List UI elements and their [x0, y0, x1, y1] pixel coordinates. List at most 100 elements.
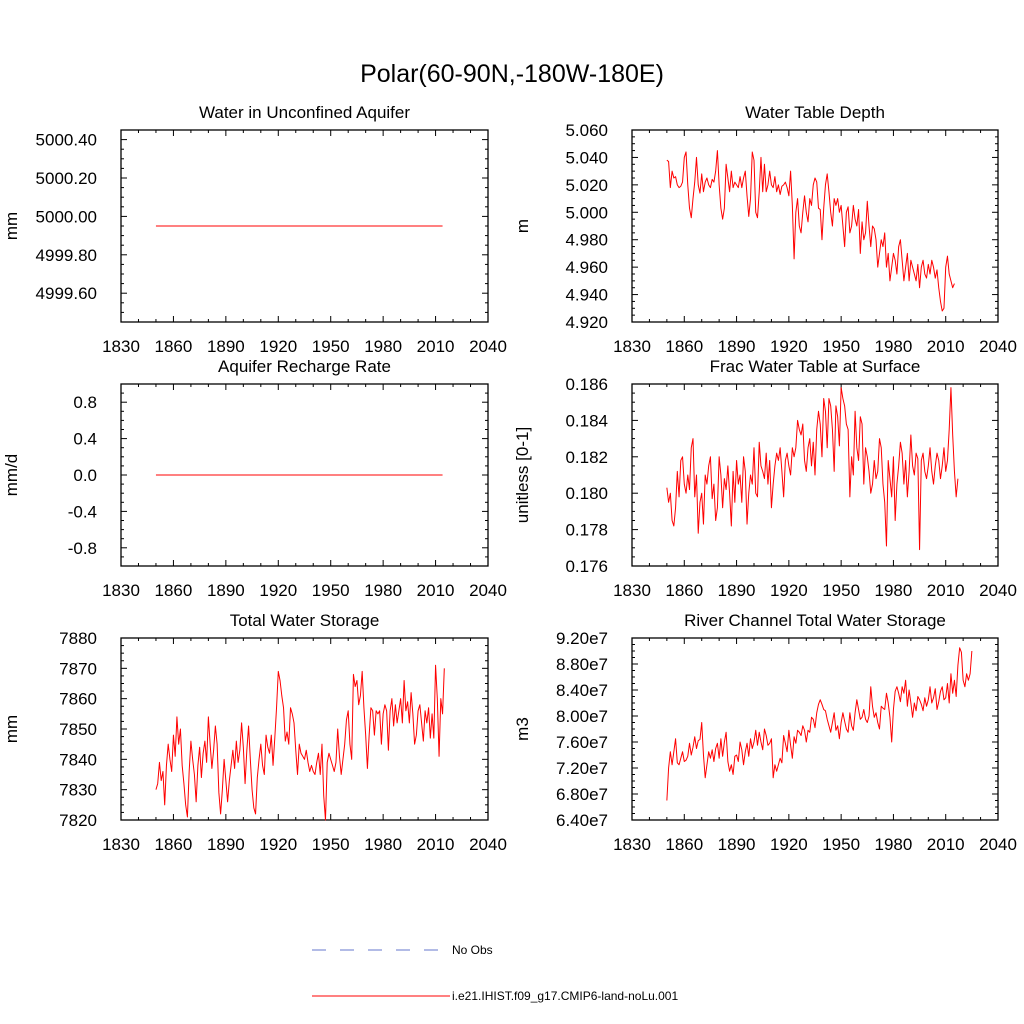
x-tick-label: 2010 [417, 581, 455, 600]
y-tick-label: 7.60e7 [556, 733, 608, 752]
x-tick-label: 1950 [822, 835, 860, 854]
y-axis-label: mm [2, 212, 21, 240]
chart-panel: Frac Water Table at Surface 1830 1860 1890 1… [513, 357, 1017, 600]
x-tick-label: 1980 [364, 835, 402, 854]
y-tick-label: 5.020 [565, 176, 608, 195]
x-tick-label: 1830 [613, 835, 651, 854]
x-tick-label: 1860 [665, 337, 703, 356]
y-tick-label: 7830 [59, 781, 97, 800]
y-tick-label: 8.00e7 [556, 707, 608, 726]
y-tick-label: 7860 [59, 690, 97, 709]
y-axis-label: mm/d [2, 454, 21, 497]
x-tick-label: 1890 [718, 835, 756, 854]
y-tick-label: 8.80e7 [556, 655, 608, 674]
y-axis-label: unitless [0-1] [513, 427, 532, 523]
chart-panels: Water in Unconfined Aquifer 1830 1860 1890 1… [2, 103, 1017, 854]
chart-panel: Total Water Storage 1830 1860 1890 1920 1950 1… [2, 611, 507, 854]
y-tick-label: 7840 [59, 750, 97, 769]
y-tick-label: 7880 [59, 629, 97, 648]
x-tick-label: 2010 [927, 835, 965, 854]
x-tick-label: 1920 [259, 835, 297, 854]
x-tick-label: 1980 [875, 581, 913, 600]
x-tick-label: 1890 [207, 835, 245, 854]
y-tick-label: 0.186 [565, 375, 608, 394]
y-tick-label: 0.176 [565, 557, 608, 576]
y-tick-label: 5.040 [565, 148, 608, 167]
y-axis-label: mm [2, 715, 21, 743]
panel-title: Water Table Depth [745, 103, 885, 122]
x-tick-label: 1980 [875, 337, 913, 356]
x-tick-label: 1890 [207, 337, 245, 356]
y-tick-label: 0.0 [73, 466, 97, 485]
legend: No Obs i.e21.IHIST.f09_g17.CMIP6-land-noL… [312, 943, 678, 1003]
x-tick-label: 1920 [259, 337, 297, 356]
chart-panel: Water Table Depth 1830 1860 1890 1920 1950 198… [513, 103, 1017, 356]
y-tick-label: 0.178 [565, 521, 608, 540]
series-line [666, 387, 959, 551]
x-tick-label: 1950 [822, 581, 860, 600]
y-tick-label: 0.182 [565, 448, 608, 467]
x-tick-label: 2040 [469, 581, 507, 600]
legend-label: No Obs [452, 943, 493, 957]
x-tick-label: 2010 [417, 337, 455, 356]
x-tick-label: 2040 [469, 337, 507, 356]
x-tick-label: 1830 [102, 337, 140, 356]
y-tick-label: -0.8 [68, 539, 97, 558]
y-tick-label: 6.40e7 [556, 811, 608, 830]
x-tick-label: 1920 [770, 337, 808, 356]
y-tick-label: 9.20e7 [556, 629, 608, 648]
chart-panel: Aquifer Recharge Rate 1830 1860 1890 1920 195… [2, 357, 507, 600]
x-tick-label: 1980 [875, 835, 913, 854]
y-tick-label: 5.000 [565, 203, 608, 222]
y-tick-label: 5000.40 [36, 131, 97, 150]
x-tick-label: 1950 [822, 337, 860, 356]
x-tick-label: 2010 [417, 835, 455, 854]
x-tick-label: 1920 [770, 835, 808, 854]
x-tick-label: 2010 [927, 337, 965, 356]
panel-title: Total Water Storage [230, 611, 380, 630]
x-tick-label: 1950 [312, 835, 350, 854]
x-tick-label: 1920 [770, 581, 808, 600]
x-tick-label: 2010 [927, 581, 965, 600]
plot-frame [631, 637, 999, 821]
x-tick-label: 1830 [102, 835, 140, 854]
series-line [666, 647, 973, 801]
y-tick-label: 0.180 [565, 484, 608, 503]
x-tick-label: 1950 [312, 337, 350, 356]
chart-panel: Water in Unconfined Aquifer 1830 1860 1890 1… [2, 103, 507, 356]
y-tick-label: 5000.20 [36, 169, 97, 188]
x-tick-label: 1920 [259, 581, 297, 600]
x-tick-label: 1980 [364, 581, 402, 600]
y-axis-label: m [513, 219, 532, 233]
panel-title: River Channel Total Water Storage [684, 611, 946, 630]
legend-label: i.e21.IHIST.f09_g17.CMIP6-land-noLu.001 [452, 989, 678, 1003]
y-tick-label: -0.4 [68, 502, 97, 521]
y-tick-label: 7870 [59, 659, 97, 678]
y-tick-label: 0.184 [565, 411, 608, 430]
y-tick-label: 4.940 [565, 286, 608, 305]
y-tick-label: 6.80e7 [556, 785, 608, 804]
y-tick-label: 4.920 [565, 313, 608, 332]
panel-title: Aquifer Recharge Rate [218, 357, 391, 376]
x-tick-label: 1890 [718, 337, 756, 356]
x-tick-label: 1950 [312, 581, 350, 600]
x-tick-label: 1830 [613, 581, 651, 600]
x-tick-label: 1860 [665, 581, 703, 600]
x-tick-label: 1860 [155, 337, 193, 356]
x-tick-label: 1860 [155, 835, 193, 854]
y-axis-label: m3 [513, 717, 532, 741]
x-tick-label: 2040 [469, 835, 507, 854]
x-tick-label: 1860 [155, 581, 193, 600]
y-tick-label: 4999.60 [36, 284, 97, 303]
y-tick-label: 5.060 [565, 121, 608, 140]
x-tick-label: 2040 [979, 581, 1017, 600]
y-tick-label: 5000.00 [36, 207, 97, 226]
panel-title: Frac Water Table at Surface [710, 357, 921, 376]
y-tick-label: 8.40e7 [556, 681, 608, 700]
y-tick-label: 7850 [59, 720, 97, 739]
y-tick-label: 0.4 [73, 430, 97, 449]
y-tick-label: 7820 [59, 811, 97, 830]
x-tick-label: 1890 [207, 581, 245, 600]
x-tick-label: 1860 [665, 835, 703, 854]
